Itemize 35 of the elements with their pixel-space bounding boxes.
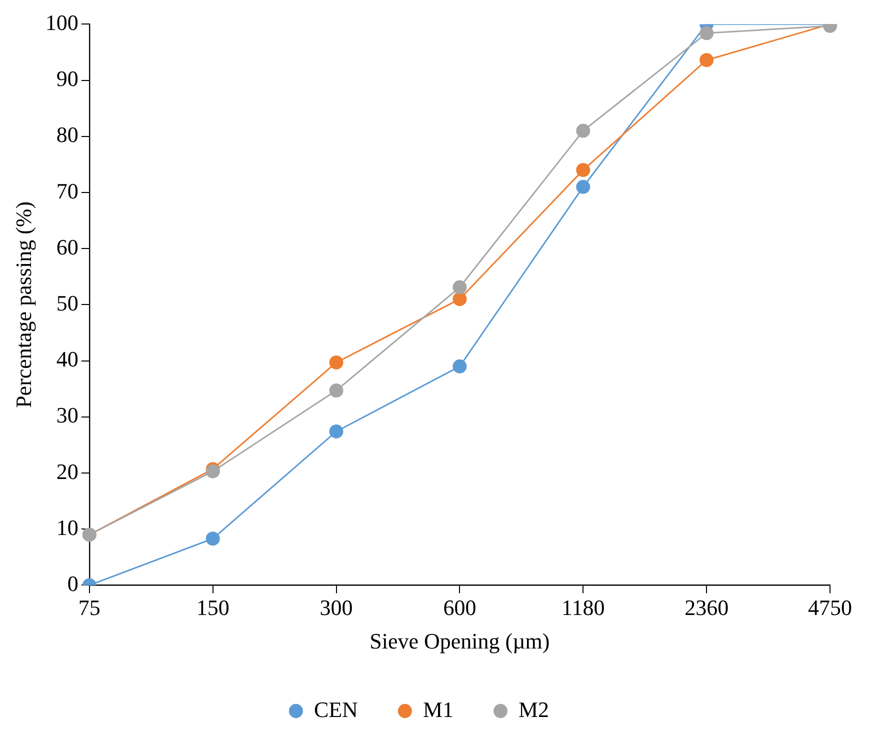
point <box>576 180 590 194</box>
y-axis-title: Percentage passing (%) <box>10 201 36 408</box>
x-tick-label: 600 <box>443 595 476 620</box>
y-tick-label: 80 <box>56 122 78 148</box>
y-tick-label: 30 <box>56 402 78 428</box>
y-tick-label: 60 <box>56 234 78 260</box>
y-tick-label: 20 <box>56 458 78 484</box>
point <box>452 280 467 294</box>
x-tick-label: 1180 <box>562 595 605 620</box>
y-tick-label: 70 <box>56 178 78 204</box>
y-tick-label: 0 <box>67 570 78 596</box>
x-tick-label: 75 <box>78 595 100 620</box>
point <box>700 53 714 68</box>
point <box>452 292 467 306</box>
x-axis-title: Sieve Opening (µm) <box>370 628 550 654</box>
legend-label: CEN <box>314 696 358 722</box>
point <box>206 532 220 546</box>
y-tick-label: 100 <box>45 10 78 35</box>
point <box>329 355 344 370</box>
y-tick-label: 90 <box>56 66 78 92</box>
y-tick-label: 40 <box>56 346 78 372</box>
point <box>576 163 590 178</box>
point <box>329 384 344 398</box>
x-tick-label: 4750 <box>808 595 852 620</box>
point <box>329 424 344 438</box>
point <box>700 26 714 40</box>
y-tick-label: 50 <box>56 290 78 316</box>
x-tick-label: 2360 <box>684 595 729 620</box>
legend-label: M2 <box>518 696 550 722</box>
x-tick-label: 300 <box>320 595 353 620</box>
legend-label: M1 <box>422 696 454 722</box>
point <box>452 359 467 374</box>
point <box>576 124 590 138</box>
x-tick-label: 150 <box>196 595 230 620</box>
y-tick-label: 10 <box>56 514 78 540</box>
